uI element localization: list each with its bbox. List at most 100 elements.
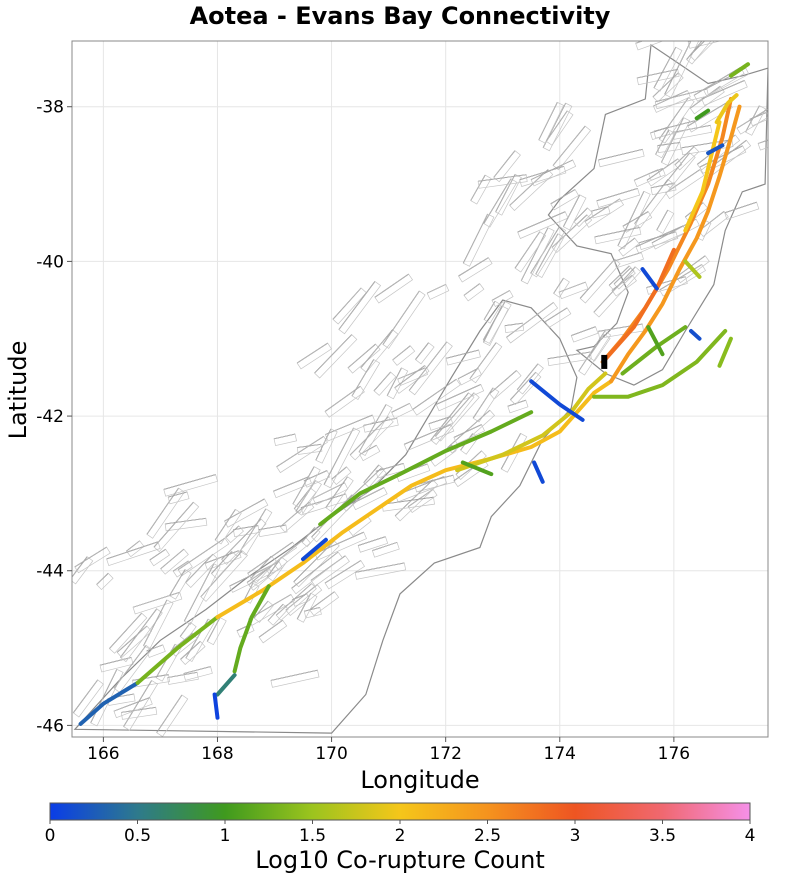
colored-fault xyxy=(232,584,271,674)
background-fault xyxy=(495,173,522,216)
background-fault xyxy=(338,280,382,335)
background-fault xyxy=(573,207,593,228)
source-fault-marker xyxy=(601,354,608,369)
colored-fault xyxy=(460,460,494,477)
colorbar-tick-label: 1.5 xyxy=(299,826,326,846)
background-fault xyxy=(374,273,414,304)
background-fault xyxy=(324,414,376,442)
background-fault xyxy=(470,174,492,205)
colored-fault xyxy=(529,379,585,422)
background-fault xyxy=(248,563,279,591)
background-fault xyxy=(435,384,485,412)
x-tick-label: 168 xyxy=(201,744,233,764)
background-fault xyxy=(638,231,679,250)
colorbar-tick-label: 0 xyxy=(45,826,56,846)
x-tick-label: 166 xyxy=(87,744,119,764)
x-axis-label: Longitude xyxy=(360,766,480,794)
background-fault xyxy=(303,470,331,488)
background-fault xyxy=(309,591,340,617)
background-fault xyxy=(613,252,644,269)
background-fault xyxy=(163,474,218,497)
background-fault xyxy=(99,656,134,673)
background-fault xyxy=(703,67,750,97)
background-fault xyxy=(493,150,521,183)
background-fault xyxy=(96,572,114,591)
colored-fault xyxy=(592,329,728,399)
background-fault xyxy=(113,697,153,719)
background-fault xyxy=(664,41,700,98)
background-fault xyxy=(730,0,767,5)
background-fault xyxy=(547,351,592,366)
colored-fault xyxy=(694,108,711,121)
background-fault xyxy=(324,560,366,590)
background-fault xyxy=(781,0,800,20)
background-fault xyxy=(292,466,321,508)
background-fault xyxy=(347,343,381,374)
background-fault xyxy=(324,385,365,418)
background-fault xyxy=(276,435,328,474)
x-tick-label: 172 xyxy=(429,744,461,764)
plot-frame xyxy=(71,40,769,738)
background-fault xyxy=(332,287,367,325)
background-fault xyxy=(408,341,453,396)
background-fault xyxy=(665,169,705,200)
colored-fault xyxy=(602,247,676,363)
background-fault xyxy=(428,416,454,431)
background-fault xyxy=(517,211,569,239)
colored-fault xyxy=(683,259,702,279)
colored-fault xyxy=(215,379,614,620)
north-island-coastline xyxy=(547,43,768,386)
background-fault xyxy=(453,424,486,445)
colored-fault xyxy=(640,267,659,291)
colorbar-tick-label: 3.5 xyxy=(649,826,676,846)
background-fault xyxy=(156,694,189,737)
background-fault xyxy=(315,428,338,464)
colored-fault xyxy=(532,460,545,484)
background-fault xyxy=(635,41,664,51)
background-fault xyxy=(179,622,197,642)
background-fault xyxy=(108,612,148,654)
colored-fault xyxy=(646,325,665,357)
background-fault xyxy=(341,467,387,512)
colored-fault xyxy=(455,371,608,473)
background-fault xyxy=(223,498,269,528)
grid xyxy=(72,41,768,737)
background-fault xyxy=(72,679,104,718)
background-fault xyxy=(403,424,455,452)
background-fault xyxy=(253,600,274,623)
colorbar-tick-label: 3 xyxy=(570,826,581,846)
background-fault xyxy=(646,158,683,187)
colorbar-tick-label: 4 xyxy=(745,826,756,846)
colorbar-tick-label: 1 xyxy=(220,826,231,846)
background-fault xyxy=(221,518,267,565)
background-fault xyxy=(483,300,502,324)
background-fault xyxy=(594,226,642,245)
colorbar-tick-label: 2 xyxy=(395,826,406,846)
background-fault xyxy=(530,226,566,278)
background-fault xyxy=(74,546,111,574)
background-fault xyxy=(206,617,227,646)
background-fault xyxy=(169,569,192,600)
background-fault xyxy=(445,349,481,366)
background-fault xyxy=(371,541,400,558)
colored-fault xyxy=(717,336,733,368)
background-fault xyxy=(724,201,760,220)
background-fault xyxy=(125,540,145,558)
background-fault xyxy=(634,179,674,229)
background-fault xyxy=(394,479,439,522)
background-fault xyxy=(153,501,200,553)
background-fault xyxy=(268,537,311,574)
x-tick-label: 174 xyxy=(544,744,576,764)
background-fault xyxy=(483,305,509,346)
background-fault xyxy=(291,593,310,607)
background-fault xyxy=(243,582,260,604)
background-fault xyxy=(674,146,700,171)
background-fault xyxy=(354,562,407,580)
background-fault xyxy=(386,367,409,400)
background-fault xyxy=(296,443,323,455)
background-fault xyxy=(314,334,358,379)
background-fault xyxy=(516,363,544,395)
background-fault xyxy=(172,560,193,578)
colored-fault xyxy=(215,673,237,697)
